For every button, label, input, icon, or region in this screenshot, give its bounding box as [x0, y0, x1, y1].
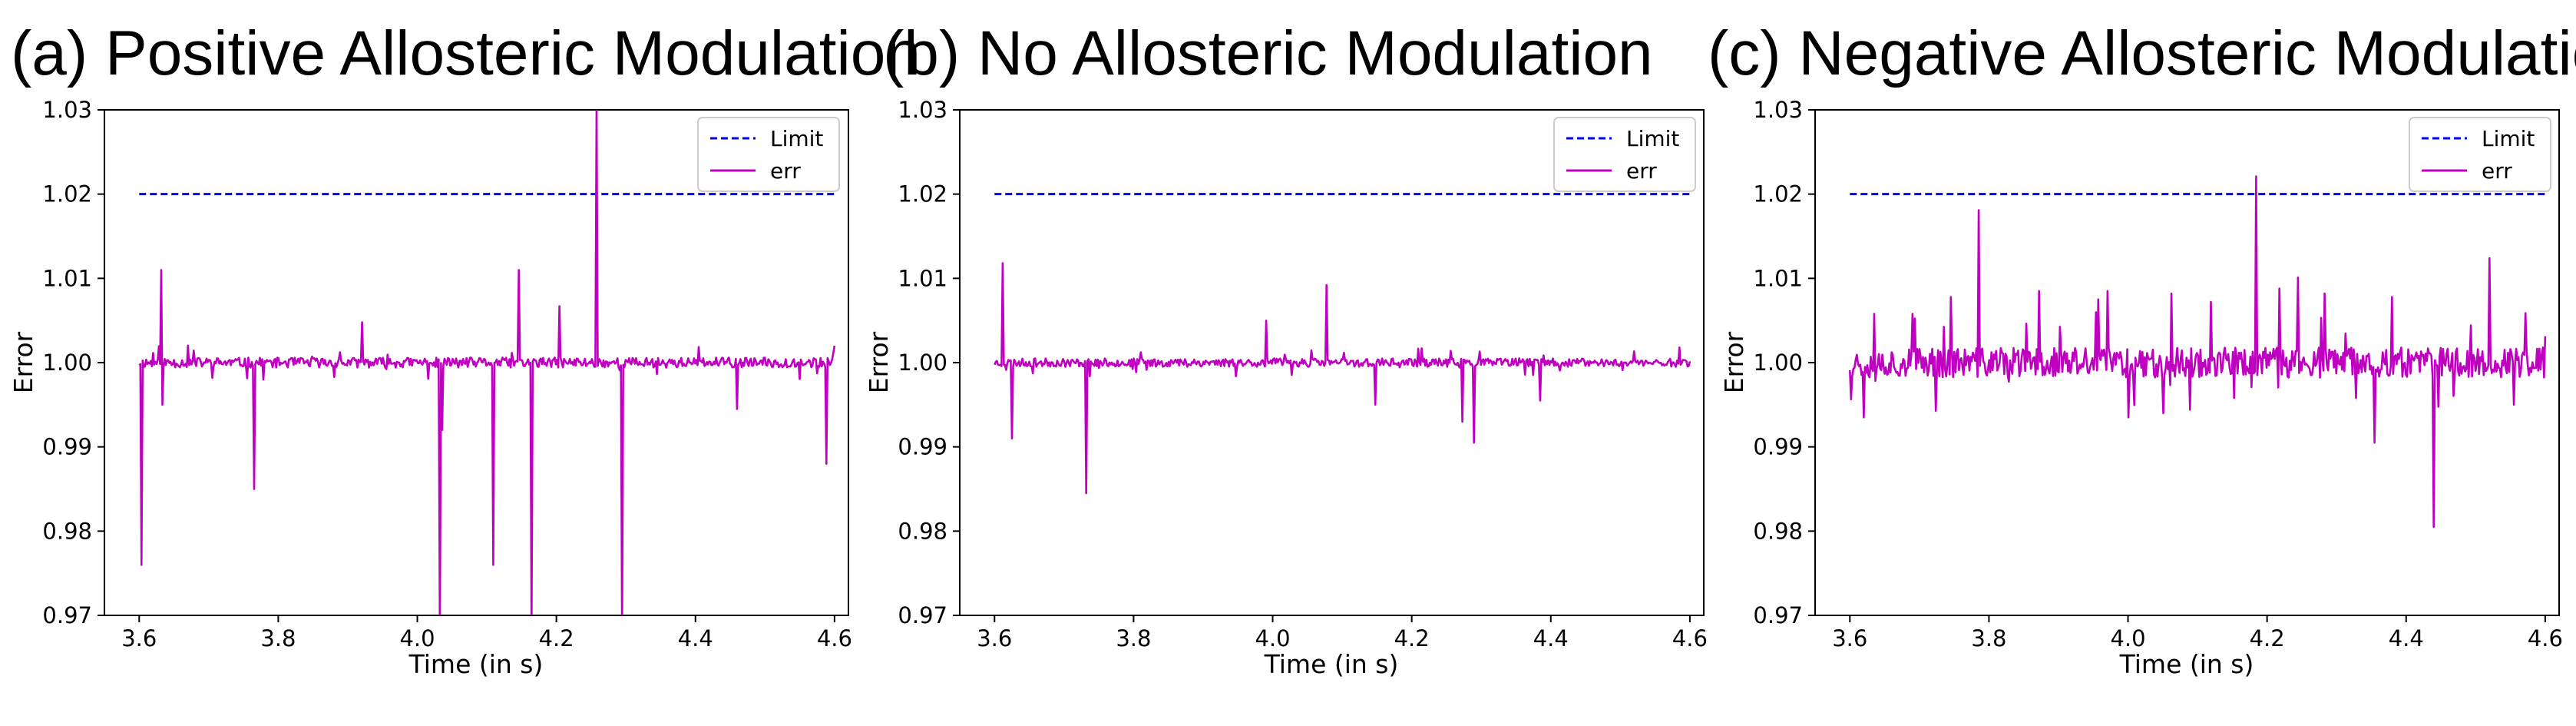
- panel-c-y-tick-label: 0.98: [1753, 518, 1803, 544]
- panel-a-y-tick-label: 1.01: [42, 265, 92, 291]
- panel-b-legend-limit-label: Limit: [1626, 126, 1679, 151]
- panel-b-legend-box: [1553, 117, 1696, 192]
- panel-b-series: [994, 193, 1691, 495]
- panel-c-y-tick-label: 1.03: [1753, 97, 1803, 123]
- panel-b-legend-err-label: err: [1626, 158, 1657, 184]
- panel-c-x-tick-label: 4.6: [2528, 625, 2563, 651]
- panel-a-y-tick-label: 1.03: [42, 97, 92, 123]
- panel-c-title: (c) Negative Allosteric Modulation: [1708, 18, 2576, 88]
- panel-c-y-ticks: 0.97 0.98 0.99 1.00 1.01 1.02 1.03: [1753, 97, 1815, 628]
- panel-a-legend-err-label: err: [770, 158, 801, 184]
- panel-b-y-tick-label: 1.00: [898, 350, 947, 376]
- panel-c-legend-box: [2409, 117, 2551, 192]
- panel-c-y-tick-label: 1.00: [1753, 350, 1803, 376]
- panel-a-x-tick-label: 3.8: [260, 625, 296, 651]
- panel-a-x-tick-label: 4.2: [539, 625, 574, 651]
- panel-a-title: (a) Positive Allosteric Modulation: [11, 18, 921, 88]
- panel-c-y-tick-label: 0.99: [1753, 434, 1803, 460]
- panel-a-legend-box: [697, 117, 840, 192]
- panel-b-y-tick-label: 0.97: [898, 602, 947, 628]
- panel-b-x-ticks: 3.6 3.8 4.0 4.2 4.4 4.6: [977, 615, 1708, 651]
- panel-c-y-tick-label: 1.02: [1753, 181, 1803, 207]
- panel-a-y-axis-label: Error: [8, 331, 38, 393]
- panel-a-x-tick-label: 4.4: [678, 625, 713, 651]
- panel-a-x-ticks: 3.6 3.8 4.0 4.2 4.4 4.6: [121, 615, 852, 651]
- panel-b-x-tick-label: 4.0: [1255, 625, 1290, 651]
- panel-b-y-tick-label: 0.98: [898, 518, 947, 544]
- panel-a-y-tick-label: 0.98: [42, 518, 92, 544]
- panel-c-x-tick-label: 4.4: [2389, 625, 2424, 651]
- panel-c-y-tick-label: 1.01: [1753, 265, 1803, 291]
- panel-b-x-axis-label: Time (in s): [1264, 649, 1399, 679]
- panel-a-y-tick-label: 1.00: [42, 350, 92, 376]
- panel-c-legend: Limit err: [2409, 117, 2551, 192]
- panel-c: (c) Negative Allosteric Modulation 3.6 3.…: [1708, 18, 2576, 679]
- panel-a-y-tick-label: 0.97: [42, 602, 92, 628]
- panel-b-x-tick-label: 3.8: [1116, 625, 1151, 651]
- panel-b-y-tick-label: 1.03: [898, 97, 947, 123]
- panel-b-y-tick-label: 0.99: [898, 434, 947, 460]
- panel-b-x-tick-label: 4.2: [1394, 625, 1430, 651]
- panel-a-y-ticks: 0.97 0.98 0.99 1.00 1.01 1.02 1.03: [42, 97, 104, 628]
- panel-c-x-tick-label: 3.8: [1971, 625, 2006, 651]
- panel-a: (a) Positive Allosteric Modulation 3.6 3.…: [8, 18, 921, 679]
- panel-b-x-tick-label: 3.6: [977, 625, 1012, 651]
- panel-c-x-tick-label: 3.6: [1832, 625, 1867, 651]
- panel-a-y-tick-label: 0.99: [42, 434, 92, 460]
- panel-b-y-ticks: 0.97 0.98 0.99 1.00 1.01 1.02 1.03: [898, 97, 960, 628]
- panel-a-legend: Limit err: [697, 117, 840, 192]
- panel-b: (b) No Allosteric Modulation 3.6 3.8 4.0 4.…: [864, 18, 1708, 679]
- panel-a-series: [138, 110, 836, 615]
- panel-b-y-tick-label: 1.01: [898, 265, 947, 291]
- panel-a-legend-limit-label: Limit: [770, 126, 823, 151]
- panel-c-x-tick-label: 4.0: [2110, 625, 2145, 651]
- panel-b-y-axis-label: Error: [864, 331, 894, 393]
- panel-a-x-axis-label: Time (in s): [408, 649, 544, 679]
- panel-b-x-tick-label: 4.4: [1533, 625, 1569, 651]
- panel-c-legend-err-label: err: [2482, 158, 2512, 184]
- panel-c-err-line: [1849, 175, 2547, 529]
- panel-b-legend: Limit err: [1553, 117, 1696, 192]
- panel-b-err-line: [994, 262, 1691, 495]
- panel-a-x-tick-label: 4.6: [817, 625, 852, 651]
- panel-a-y-tick-label: 1.02: [42, 181, 92, 207]
- panel-c-x-tick-label: 4.2: [2250, 625, 2285, 651]
- panel-b-title: (b) No Allosteric Modulation: [883, 18, 1653, 88]
- panel-c-x-axis-label: Time (in s): [2119, 649, 2254, 679]
- panel-b-y-tick-label: 1.02: [898, 181, 947, 207]
- panel-a-err-line: [138, 110, 836, 615]
- panel-c-x-ticks: 3.6 3.8 4.0 4.2 4.4 4.6: [1832, 615, 2563, 651]
- panel-c-y-tick-label: 0.97: [1753, 602, 1803, 628]
- panel-a-x-tick-label: 3.6: [121, 625, 157, 651]
- panel-b-x-tick-label: 4.6: [1672, 625, 1708, 651]
- panel-a-x-tick-label: 4.0: [399, 625, 435, 651]
- panel-c-series: [1849, 175, 2547, 529]
- panel-c-legend-limit-label: Limit: [2482, 126, 2535, 151]
- panel-c-y-axis-label: Error: [1719, 331, 1749, 393]
